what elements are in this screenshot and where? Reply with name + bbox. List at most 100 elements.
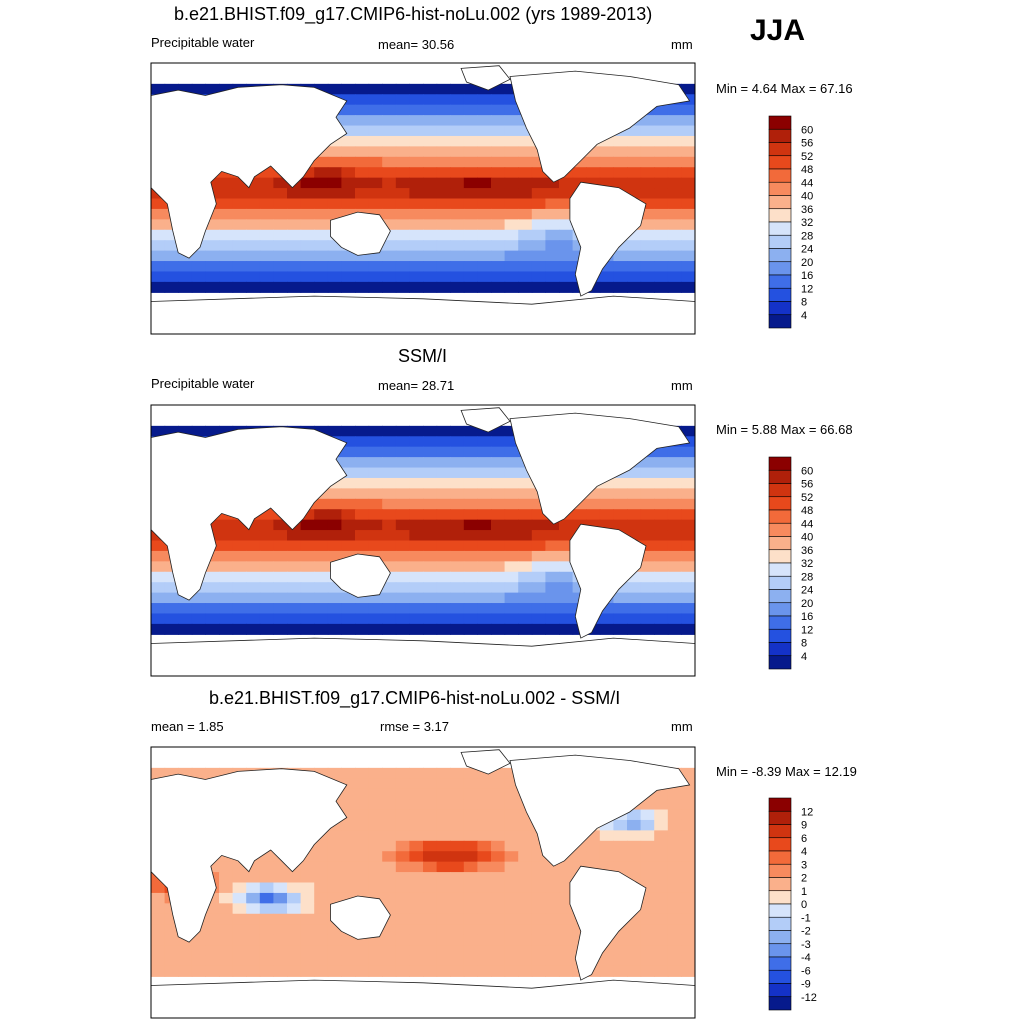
field-cell bbox=[287, 903, 302, 915]
field-cell bbox=[423, 425, 438, 437]
colorbar-swatch bbox=[768, 943, 792, 958]
field-cell bbox=[667, 519, 682, 531]
field-cell bbox=[205, 271, 220, 283]
colorbar-swatch bbox=[768, 168, 792, 183]
field-cell bbox=[409, 603, 424, 615]
field-cell bbox=[273, 924, 288, 936]
field-cell bbox=[327, 882, 342, 894]
field-cell bbox=[382, 167, 397, 179]
field-cell bbox=[368, 446, 383, 458]
field-cell bbox=[531, 219, 546, 231]
field-cell bbox=[300, 903, 315, 915]
field-cell bbox=[382, 125, 397, 137]
field-cell bbox=[531, 177, 546, 189]
field-cell bbox=[355, 94, 370, 106]
field-cell bbox=[491, 219, 506, 231]
field-cell bbox=[423, 561, 438, 573]
field-panel-2 bbox=[151, 407, 695, 676]
field-cell bbox=[667, 530, 682, 542]
field-cell bbox=[259, 240, 274, 252]
field-cell bbox=[504, 809, 519, 821]
field-cell bbox=[395, 229, 410, 241]
field-cell bbox=[191, 281, 206, 293]
field-cell bbox=[327, 519, 342, 531]
field-cell bbox=[151, 882, 166, 894]
field-cell bbox=[450, 913, 465, 925]
field-cell bbox=[681, 457, 695, 469]
field-cell bbox=[667, 809, 682, 821]
field-cell bbox=[259, 571, 274, 583]
field-cell bbox=[545, 229, 560, 241]
field-cell bbox=[586, 156, 601, 168]
field-cell bbox=[423, 788, 438, 800]
field-cell bbox=[545, 872, 560, 884]
field-cell bbox=[504, 851, 519, 863]
field-cell bbox=[559, 240, 574, 252]
field-cell bbox=[300, 271, 315, 283]
field-cell bbox=[178, 425, 193, 437]
field-cell bbox=[259, 281, 274, 293]
field-cell bbox=[518, 477, 533, 489]
field-cell bbox=[246, 271, 261, 283]
field-cell bbox=[545, 261, 560, 273]
field-cell bbox=[246, 229, 261, 241]
field-cell bbox=[368, 488, 383, 500]
field-cell bbox=[409, 229, 424, 241]
field-cell bbox=[327, 830, 342, 842]
field-cell bbox=[545, 903, 560, 915]
field-cell bbox=[491, 530, 506, 542]
field-cell bbox=[491, 767, 506, 779]
field-cell bbox=[164, 592, 179, 604]
field-cell bbox=[477, 788, 492, 800]
field-cell bbox=[640, 219, 655, 231]
field-cell bbox=[681, 913, 695, 925]
field-cell bbox=[259, 582, 274, 594]
field-cell bbox=[545, 571, 560, 583]
field-cell bbox=[259, 271, 274, 283]
field-cell bbox=[531, 498, 546, 510]
field-cell bbox=[504, 799, 519, 811]
colorbar-tick-label: 44 bbox=[801, 518, 813, 530]
field-cell bbox=[572, 498, 587, 510]
field-cell bbox=[613, 135, 628, 147]
field-cell bbox=[164, 924, 179, 936]
field-cell bbox=[409, 872, 424, 884]
colorbar-tick-label: 48 bbox=[801, 164, 813, 176]
field-cell bbox=[667, 892, 682, 904]
field-cell bbox=[531, 603, 546, 615]
field-cell bbox=[355, 261, 370, 273]
field-cell bbox=[450, 115, 465, 127]
field-cell bbox=[436, 955, 451, 967]
colorbar-swatch bbox=[768, 863, 792, 878]
field-cell bbox=[300, 250, 315, 262]
field-cell bbox=[599, 281, 614, 293]
field-cell bbox=[314, 913, 329, 925]
field-cell bbox=[681, 250, 695, 262]
field-cell bbox=[518, 934, 533, 946]
field-cell bbox=[341, 250, 356, 262]
field-cell bbox=[219, 250, 234, 262]
colorbar-tick-label: 24 bbox=[801, 585, 813, 597]
field-cell bbox=[627, 240, 642, 252]
field-cell bbox=[355, 125, 370, 137]
field-cell bbox=[559, 229, 574, 241]
field-cell bbox=[259, 613, 274, 625]
field-cell bbox=[219, 861, 234, 873]
field-cell bbox=[654, 851, 669, 863]
field-cell bbox=[287, 913, 302, 925]
field-cell bbox=[246, 623, 261, 635]
field-cell bbox=[504, 561, 519, 573]
field-cell bbox=[531, 913, 546, 925]
field-cell bbox=[463, 198, 478, 210]
field-cell bbox=[654, 457, 669, 469]
field-cell bbox=[205, 240, 220, 252]
colorbar-tick-label: 1 bbox=[801, 886, 807, 898]
field-cell bbox=[559, 550, 574, 562]
field-cell bbox=[314, 550, 329, 562]
field-cell bbox=[640, 135, 655, 147]
field-cell bbox=[491, 540, 506, 552]
field-cell bbox=[423, 778, 438, 790]
field-cell bbox=[151, 240, 166, 252]
field-cell bbox=[341, 425, 356, 437]
field-cell bbox=[178, 261, 193, 273]
